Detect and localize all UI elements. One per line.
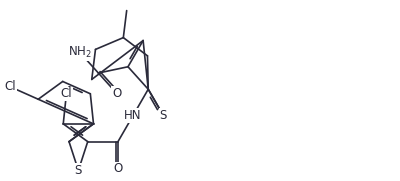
Text: S: S — [160, 109, 167, 122]
Text: S: S — [75, 164, 82, 177]
Text: O: O — [112, 87, 121, 100]
Text: NH$_2$: NH$_2$ — [68, 45, 92, 60]
Text: Cl: Cl — [60, 87, 72, 100]
Text: HN: HN — [124, 109, 142, 122]
Text: Cl: Cl — [5, 80, 16, 93]
Text: O: O — [113, 162, 123, 175]
